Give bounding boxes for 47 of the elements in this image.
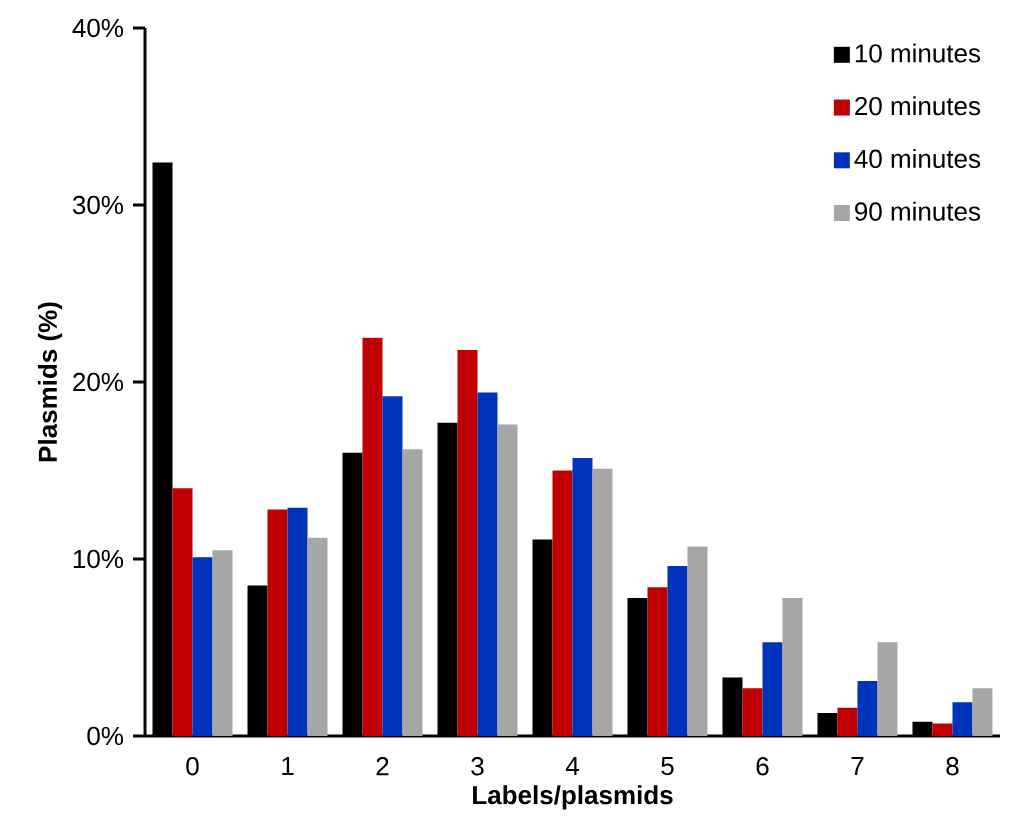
bar [572,458,593,736]
bar [837,707,858,736]
y-tick-label: 10% [73,549,124,569]
x-tick-label: 1 [282,757,294,775]
bar [782,597,803,736]
bar [667,566,688,736]
bar [402,449,423,736]
legend-label: 20 minutes [855,96,981,116]
bar [477,392,498,736]
bar [287,507,308,736]
bar [857,681,878,736]
y-axis-title: Plasmids (%) [37,302,63,462]
y-tick-label: 40% [72,18,124,38]
bar [762,642,783,736]
x-tick-label: 3 [471,757,484,776]
bar [457,350,478,736]
bar [382,396,403,736]
x-tick-label: 5 [661,757,674,776]
y-tick-label: 20% [73,372,124,392]
bar [362,337,383,736]
x-tick-label: 8 [946,757,959,776]
y-tick-label: 0% [87,726,124,746]
bar [952,702,973,736]
bar [267,509,288,736]
bar [877,642,898,736]
bar [172,488,193,736]
bar [647,587,668,736]
legend-label: 40 minutes [854,148,981,169]
bar [307,537,328,736]
x-tick-label: 7 [851,757,864,775]
bar [497,424,518,736]
x-tick-label: 6 [756,757,769,776]
x-tick-label: 4 [565,757,579,775]
x-tick-label: 2 [376,757,389,776]
x-tick-label: 0 [186,757,199,776]
bar [742,688,763,736]
bar [552,470,573,736]
bar [192,557,213,736]
bar [972,688,993,736]
bar [592,468,613,736]
bar [212,550,233,736]
x-axis-title: Labels/plasmids [473,785,673,810]
y-tick-label: 30% [72,195,124,215]
bar [932,723,953,736]
legend-label: 90 minutes [855,201,981,221]
bar [687,546,708,736]
legend-label: 10 minutes [855,43,981,63]
